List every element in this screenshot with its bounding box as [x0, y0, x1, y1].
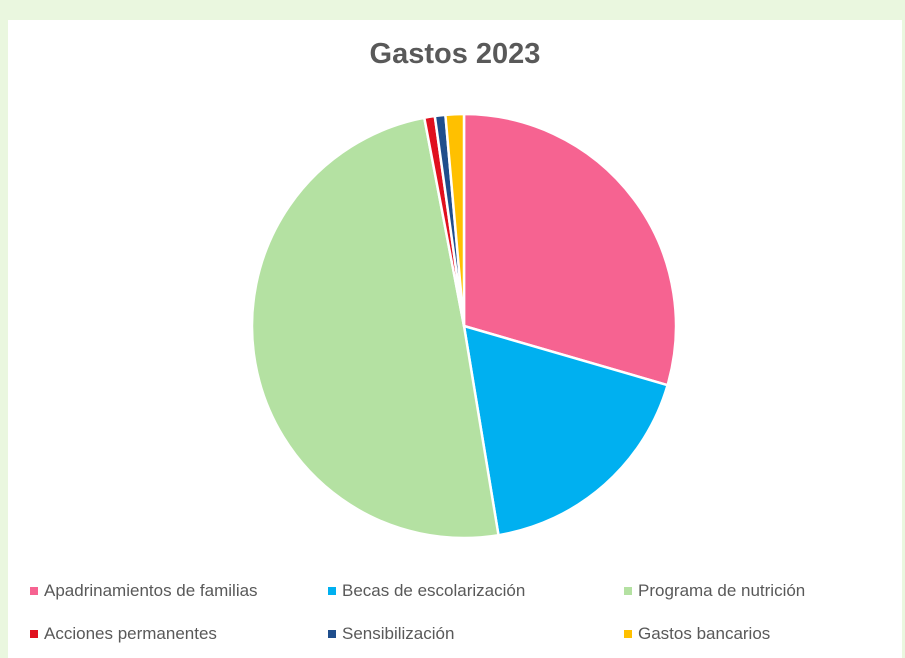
legend-item-sensibilizacion: Sensibilización: [328, 624, 454, 644]
pie-slice-nutricion: [250, 116, 500, 540]
legend-swatch-nutricion: [624, 587, 632, 595]
legend-swatch-acciones: [30, 630, 38, 638]
chart-title: Gastos 2023: [369, 38, 541, 70]
legend-item-acciones: Acciones permanentes: [30, 624, 217, 644]
pie-slice-apadrinamientos: [462, 112, 678, 387]
legend-label-gastos-bancarios: Gastos bancarios: [638, 624, 771, 643]
pie-slice-gastos-bancarios: [444, 112, 466, 328]
legend-label-apadrinamientos: Apadrinamientos de familias: [44, 581, 258, 600]
legend-item-becas: Becas de escolarización: [328, 581, 525, 601]
legend-label-sensibilizacion: Sensibilización: [342, 624, 455, 643]
legend-label-becas: Becas de escolarización: [342, 581, 526, 600]
pie-slice-becas: [462, 324, 669, 537]
chart-area: Gastos 2023 Apadrinamientos de familias …: [8, 20, 902, 658]
legend-swatch-becas: [328, 587, 336, 595]
legend-swatch-gastos-bancarios: [624, 630, 632, 638]
legend-item-apadrinamientos: Apadrinamientos de familias: [30, 581, 258, 601]
pie-chart: [250, 112, 678, 540]
legend-item-gastos-bancarios: Gastos bancarios: [624, 624, 770, 644]
legend-swatch-apadrinamientos: [30, 587, 38, 595]
legend-label-nutricion: Programa de nutrición: [638, 581, 806, 600]
legend-label-acciones: Acciones permanentes: [44, 624, 217, 643]
legend-item-nutricion: Programa de nutrición: [624, 581, 805, 601]
legend-swatch-sensibilizacion: [328, 630, 336, 638]
